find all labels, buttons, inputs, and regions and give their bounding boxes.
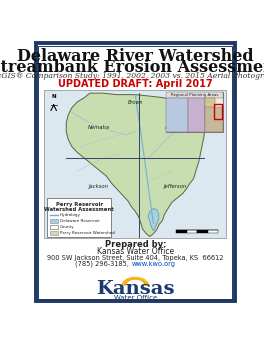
Bar — [188, 98, 205, 132]
Text: Jefferson: Jefferson — [164, 184, 187, 189]
Text: Delaware Reservoir: Delaware Reservoir — [60, 219, 100, 223]
Text: Water Office: Water Office — [114, 295, 157, 301]
Text: Nemaha: Nemaha — [88, 125, 110, 130]
Bar — [205, 98, 215, 122]
Bar — [187, 229, 197, 233]
Text: Brown: Brown — [128, 100, 143, 105]
Bar — [44, 90, 226, 238]
Bar — [205, 107, 223, 132]
Text: 900 SW Jackson Street, Suite 404, Topeka, KS  66612: 900 SW Jackson Street, Suite 404, Topeka… — [47, 255, 224, 261]
Bar — [50, 225, 58, 229]
Text: County: County — [60, 225, 75, 229]
Text: Regional Planning Areas: Regional Planning Areas — [171, 93, 218, 97]
Text: Kansas Water Office: Kansas Water Office — [97, 248, 174, 256]
Polygon shape — [148, 208, 159, 231]
Polygon shape — [121, 277, 149, 286]
Bar — [166, 98, 188, 132]
Text: Streambank Erosion Assessment: Streambank Erosion Assessment — [0, 59, 264, 76]
Text: UPDATED DRAFT: April 2017: UPDATED DRAFT: April 2017 — [58, 79, 213, 89]
Text: Hydrology: Hydrology — [60, 213, 81, 217]
Text: Watershed Assessment: Watershed Assessment — [44, 207, 114, 212]
Text: Prepared by:: Prepared by: — [105, 240, 166, 249]
Text: Perry Reservoir Watershed: Perry Reservoir Watershed — [60, 231, 115, 235]
Bar — [176, 229, 187, 233]
Text: Jackson: Jackson — [89, 184, 109, 189]
Text: N: N — [51, 94, 56, 100]
Bar — [47, 198, 111, 237]
Bar — [208, 229, 219, 233]
Bar — [166, 92, 223, 98]
Bar — [214, 104, 221, 119]
Polygon shape — [66, 93, 204, 237]
Bar — [197, 229, 208, 233]
Text: Atchison: Atchison — [164, 125, 187, 130]
Text: Perry Reservoir: Perry Reservoir — [55, 202, 103, 207]
Bar — [50, 219, 58, 223]
Text: Delaware River Watershed: Delaware River Watershed — [17, 48, 254, 65]
Text: ArcGIS® Comparison Study: 1991, 2002, 2003 vs. 2015 Aerial Photography: ArcGIS® Comparison Study: 1991, 2002, 20… — [0, 72, 264, 80]
Bar — [166, 92, 223, 132]
Text: www.kwo.org: www.kwo.org — [131, 261, 176, 267]
Text: Kansas: Kansas — [96, 280, 175, 298]
Bar — [50, 231, 58, 235]
Text: (785) 296-3185,: (785) 296-3185, — [76, 261, 131, 267]
